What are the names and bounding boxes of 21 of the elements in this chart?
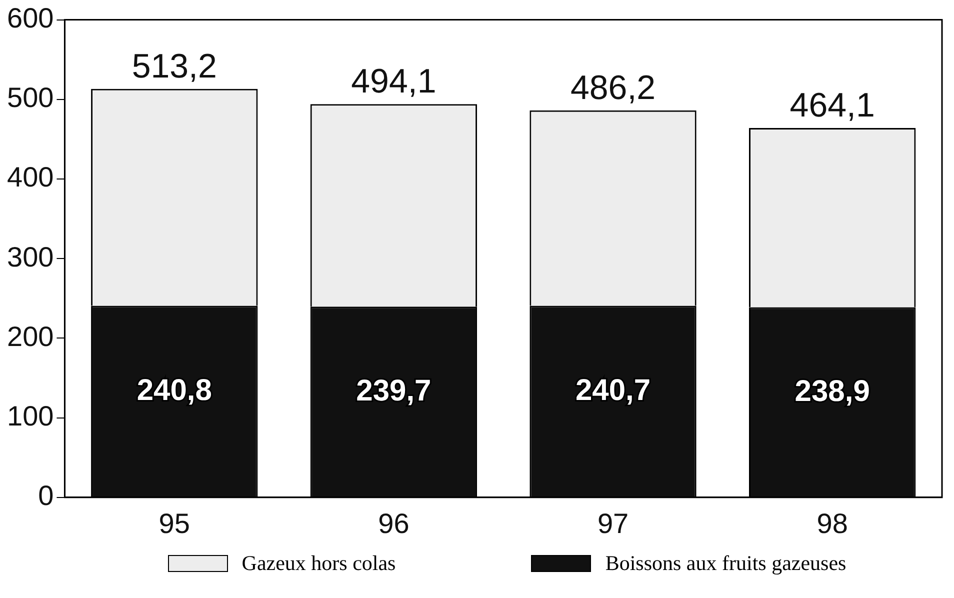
legend-label: Boissons aux fruits gazeuses [605,551,846,576]
data-label: 240,7 [575,374,651,408]
x-tick-label: 96 [378,508,410,539]
y-tick-label: 200 [7,320,54,352]
y-tick-label: 400 [7,162,54,193]
data-label: 239,7 [356,374,432,408]
x-tick-label: 97 [597,508,629,539]
y-tick-label: 600 [7,2,54,34]
total-label: 513,2 [132,47,217,86]
legend-label: Gazeux hors colas [242,551,396,576]
total-label: 486,2 [570,68,656,107]
data-label: 240,8 [136,374,212,408]
y-tick-label: 500 [7,82,54,114]
x-tick-label: 95 [158,508,190,539]
x-tick-label: 98 [816,508,848,539]
data-label: 238,9 [794,374,870,408]
y-tick-label: 0 [38,480,54,512]
y-tick-label: 300 [7,241,54,272]
y-tick-label: 100 [7,400,54,432]
total-label: 494,1 [351,62,436,100]
total-label: 464,1 [790,86,875,124]
